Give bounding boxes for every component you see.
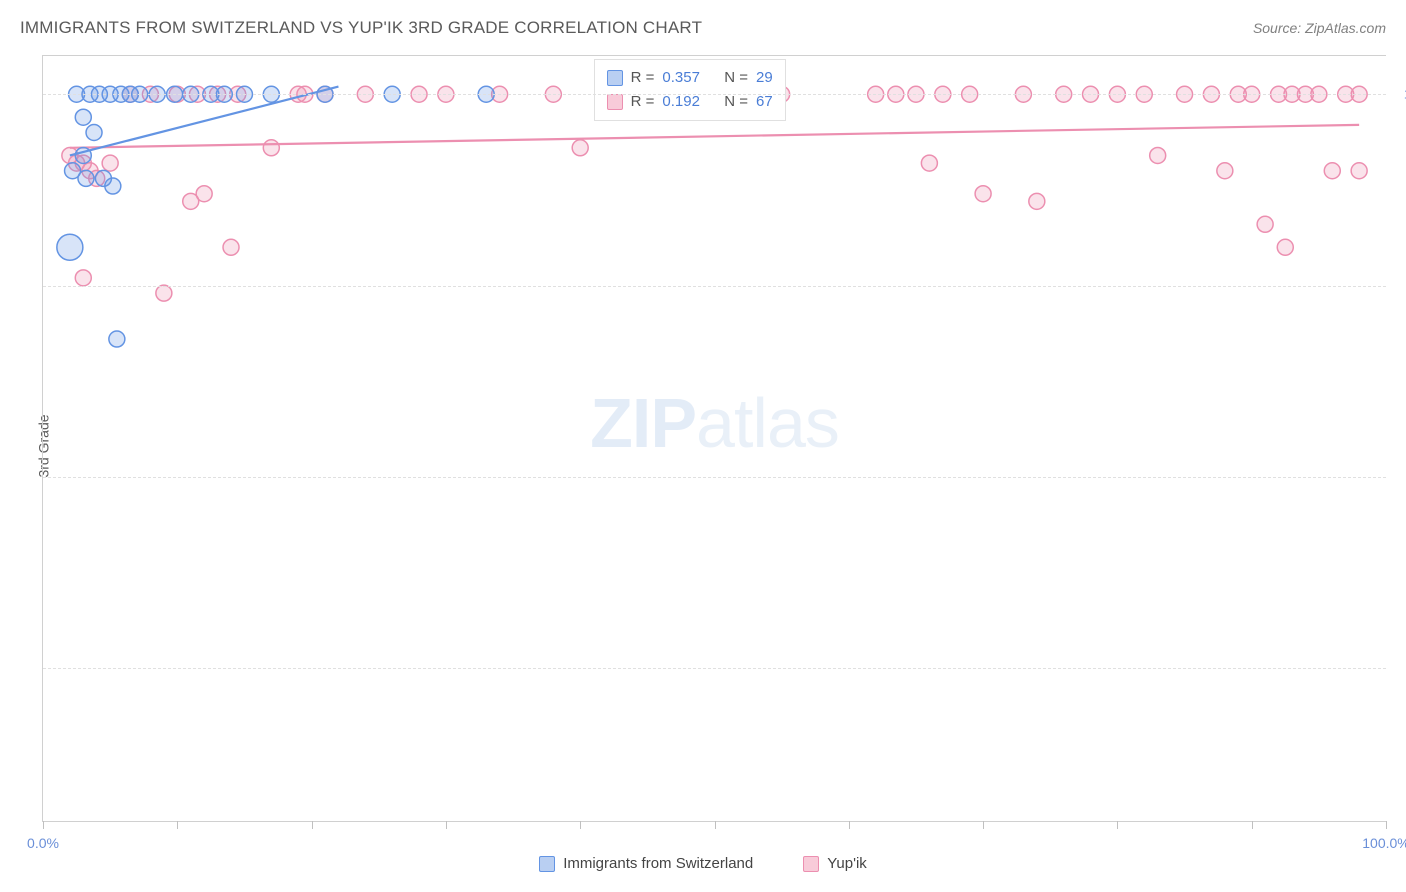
scatter-plot xyxy=(43,56,1386,821)
source-name: ZipAtlas.com xyxy=(1305,20,1386,36)
data-point xyxy=(921,155,937,171)
correlation-stats-box: R = 0.357 N = 29 R = 0.192 N = 67 xyxy=(594,59,786,121)
data-point xyxy=(196,186,212,202)
legend: Immigrants from Switzerland Yup'ik xyxy=(0,855,1406,872)
gridline xyxy=(43,477,1386,478)
x-tick xyxy=(312,821,313,829)
x-tick xyxy=(43,821,44,829)
blue-n-value: 29 xyxy=(756,66,773,90)
data-point xyxy=(75,270,91,286)
x-tick-label: 100.0% xyxy=(1362,835,1406,851)
data-point xyxy=(156,285,172,301)
data-point xyxy=(1217,163,1233,179)
swatch-pink-icon xyxy=(607,94,623,110)
data-point xyxy=(263,140,279,156)
gridline xyxy=(43,668,1386,669)
legend-label-pink: Yup'ik xyxy=(827,855,867,872)
x-tick xyxy=(983,821,984,829)
gridline xyxy=(43,94,1386,95)
x-tick xyxy=(446,821,447,829)
data-point xyxy=(109,331,125,347)
gridline xyxy=(43,286,1386,287)
legend-label-blue: Immigrants from Switzerland xyxy=(563,855,753,872)
data-point xyxy=(1277,239,1293,255)
source-attribution: Source: ZipAtlas.com xyxy=(1253,20,1386,36)
r-label: R = xyxy=(631,66,655,90)
data-point xyxy=(86,125,102,141)
blue-r-value: 0.357 xyxy=(662,66,700,90)
data-point xyxy=(75,109,91,125)
data-point xyxy=(1351,163,1367,179)
data-point xyxy=(975,186,991,202)
x-tick xyxy=(1386,821,1387,829)
data-point xyxy=(1257,216,1273,232)
data-point xyxy=(105,178,121,194)
source-prefix: Source: xyxy=(1253,20,1301,36)
chart-title: IMMIGRANTS FROM SWITZERLAND VS YUP'IK 3R… xyxy=(20,18,702,38)
legend-item-blue: Immigrants from Switzerland xyxy=(539,855,753,872)
header: IMMIGRANTS FROM SWITZERLAND VS YUP'IK 3R… xyxy=(0,0,1406,48)
swatch-blue-icon xyxy=(607,70,623,86)
data-point xyxy=(1150,147,1166,163)
x-tick xyxy=(1252,821,1253,829)
data-point xyxy=(572,140,588,156)
x-tick xyxy=(715,821,716,829)
data-point xyxy=(57,234,83,260)
data-point xyxy=(223,239,239,255)
data-point xyxy=(1029,193,1045,209)
data-point xyxy=(78,170,94,186)
x-tick xyxy=(849,821,850,829)
x-tick xyxy=(1117,821,1118,829)
stats-row-blue: R = 0.357 N = 29 xyxy=(607,66,773,90)
x-tick xyxy=(580,821,581,829)
x-tick-label: 0.0% xyxy=(27,835,59,851)
data-point xyxy=(102,155,118,171)
trend-line xyxy=(70,125,1359,148)
data-point xyxy=(1324,163,1340,179)
x-tick xyxy=(177,821,178,829)
legend-swatch-blue-icon xyxy=(539,856,555,872)
n-label: N = xyxy=(724,66,748,90)
legend-swatch-pink-icon xyxy=(803,856,819,872)
legend-item-pink: Yup'ik xyxy=(803,855,867,872)
chart-area: ZIPatlas R = 0.357 N = 29 R = 0.192 N = … xyxy=(42,55,1386,822)
